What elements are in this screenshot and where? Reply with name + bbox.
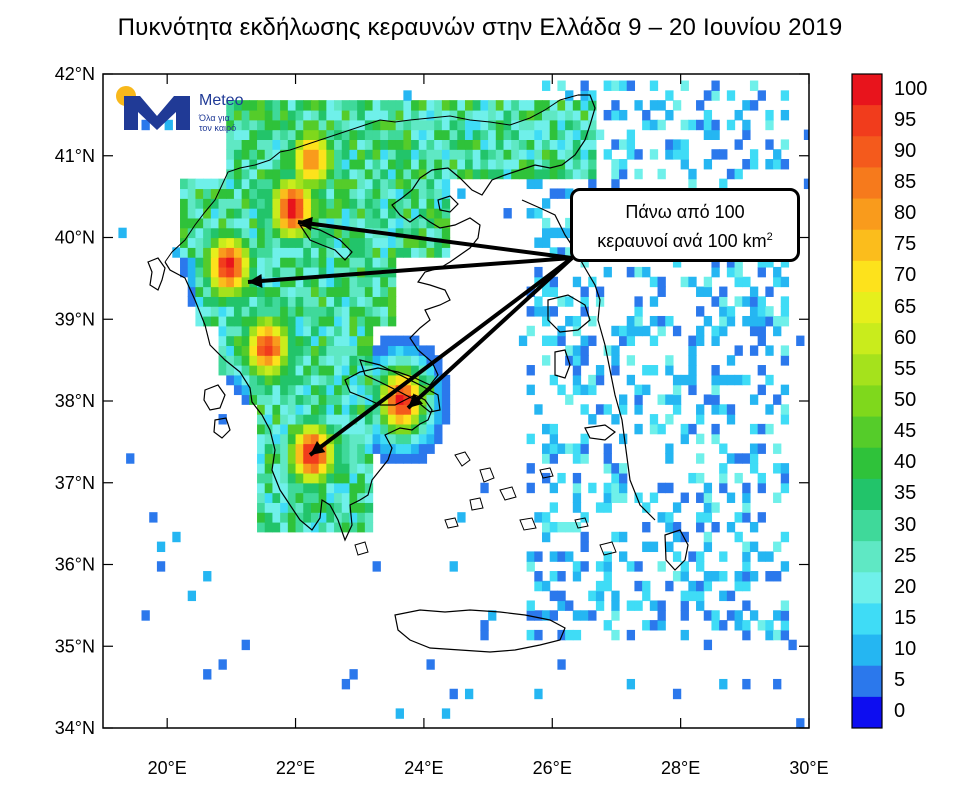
chalkidiki-coastline (298, 224, 353, 261)
turkey-coastline (521, 199, 656, 521)
callout-arrow (406, 256, 574, 410)
lat-label: 35°N (55, 636, 95, 656)
lon-label: 30°E (789, 758, 828, 778)
logo-tagline-2: τον καιρό (199, 123, 237, 133)
lon-label: 26°E (533, 758, 572, 778)
colorbar-label: 55 (894, 357, 917, 380)
colorbar-label: 5 (894, 669, 906, 692)
colorbar-segment (852, 167, 882, 200)
chios-coastline (554, 349, 571, 379)
colorbar-label: 25 (894, 544, 917, 567)
northern-border (164, 94, 579, 263)
colorbar-segment (852, 478, 882, 511)
colorbar-segment (852, 665, 882, 698)
colorbar-segment (852, 136, 882, 168)
map-title: Πυκνότητα εκδήλωσης κεραυνών στην Ελλάδα… (117, 14, 843, 41)
lat-label: 39°N (55, 309, 95, 329)
corfu-coastline (147, 257, 166, 291)
logo-tagline-1: Όλα για (199, 113, 230, 123)
callout-box: Πάνω από 100 κεραυνοί ανά 100 km2 (570, 188, 800, 262)
colorbar-segment (852, 541, 882, 573)
colorbar-label: 85 (894, 171, 917, 193)
colorbar-label: 30 (894, 513, 917, 536)
lesvos-coastline (547, 294, 591, 333)
evia-coastline (359, 359, 441, 413)
thasos-coastline (437, 195, 459, 213)
logo-tagline: Όλα για τον καιρό (199, 113, 269, 133)
callout-superscript: 2 (766, 231, 773, 243)
arrow-head (408, 393, 424, 408)
colorbar (851, 73, 883, 729)
colorbar-segment (852, 634, 882, 667)
colorbar-segment (852, 385, 882, 418)
lon-label: 20°E (148, 758, 187, 778)
colorbar-segment (852, 105, 882, 137)
colorbar-label: 80 (894, 202, 917, 225)
arrow-head (310, 440, 326, 455)
colorbar-label: 40 (894, 451, 917, 474)
lat-label: 34°N (55, 718, 95, 738)
callout-arrows (247, 216, 574, 457)
colorbar-segment (852, 572, 882, 604)
lon-label: 28°E (661, 758, 700, 778)
colorbar-segment (852, 292, 882, 324)
axis-ticks (103, 73, 810, 729)
lon-label: 24°E (404, 758, 443, 778)
colorbar-label: 15 (894, 607, 917, 629)
colorbar-label: 65 (894, 295, 917, 318)
callout-line-1: Πάνω από 100 (625, 202, 745, 222)
lat-label: 41°N (55, 146, 95, 166)
logo-name: Meteo (199, 92, 244, 109)
colorbar-segment (852, 447, 882, 480)
colorbar-label: 90 (894, 139, 917, 162)
colorbar-label: 35 (894, 482, 917, 505)
colorbar-label: 60 (894, 326, 917, 349)
callout-line-2: κεραυνοί ανά 100 km2 (573, 225, 797, 254)
callout-arrow (247, 256, 573, 284)
colorbar-segment (852, 696, 882, 729)
colorbar-label: 75 (894, 233, 917, 256)
meteo-logo: Meteo Όλα για τον καιρό (116, 86, 266, 136)
lat-label: 37°N (55, 473, 95, 493)
callout-text-2: κεραυνοί ανά 100 km (597, 231, 767, 251)
colorbar-segment (852, 260, 882, 293)
colorbar-segment (852, 603, 882, 636)
callout-arrow (308, 256, 574, 457)
zakynthos-coastline (213, 417, 231, 439)
lat-label: 38°N (55, 391, 95, 411)
colorbar-segment (852, 510, 882, 542)
lon-label: 22°E (276, 758, 315, 778)
kefalonia-coastline (203, 384, 226, 411)
lat-label: 42°N (55, 64, 95, 84)
colorbar-segment (852, 354, 882, 386)
crete-coastline (394, 609, 566, 653)
colorbar-label: 10 (894, 638, 917, 661)
colorbar-label: 70 (894, 264, 917, 287)
colorbar-label: 50 (894, 389, 917, 411)
callout-arrow (297, 220, 573, 260)
colorbar-segment (852, 198, 882, 231)
arrow-head (298, 216, 313, 231)
colorbar-label: 0 (894, 700, 906, 723)
rhodes-coastline (664, 529, 689, 571)
colorbar-label: 95 (894, 108, 917, 131)
lat-label: 36°N (55, 555, 95, 575)
colorbar-label: 45 (894, 420, 917, 443)
density-heat-layer (118, 80, 809, 728)
meteo-m-icon (124, 96, 190, 130)
colorbar-segment (852, 229, 882, 262)
colorbar-label: 20 (894, 575, 917, 598)
samos-coastline (584, 424, 617, 441)
arrow-head (248, 273, 263, 288)
colorbar-label: 100 (894, 77, 928, 100)
colorbar-segment (852, 74, 882, 106)
cyclades-islands (354, 451, 617, 556)
lat-label: 40°N (55, 228, 95, 248)
colorbar-segment (852, 416, 882, 449)
colorbar-segment (852, 323, 882, 355)
